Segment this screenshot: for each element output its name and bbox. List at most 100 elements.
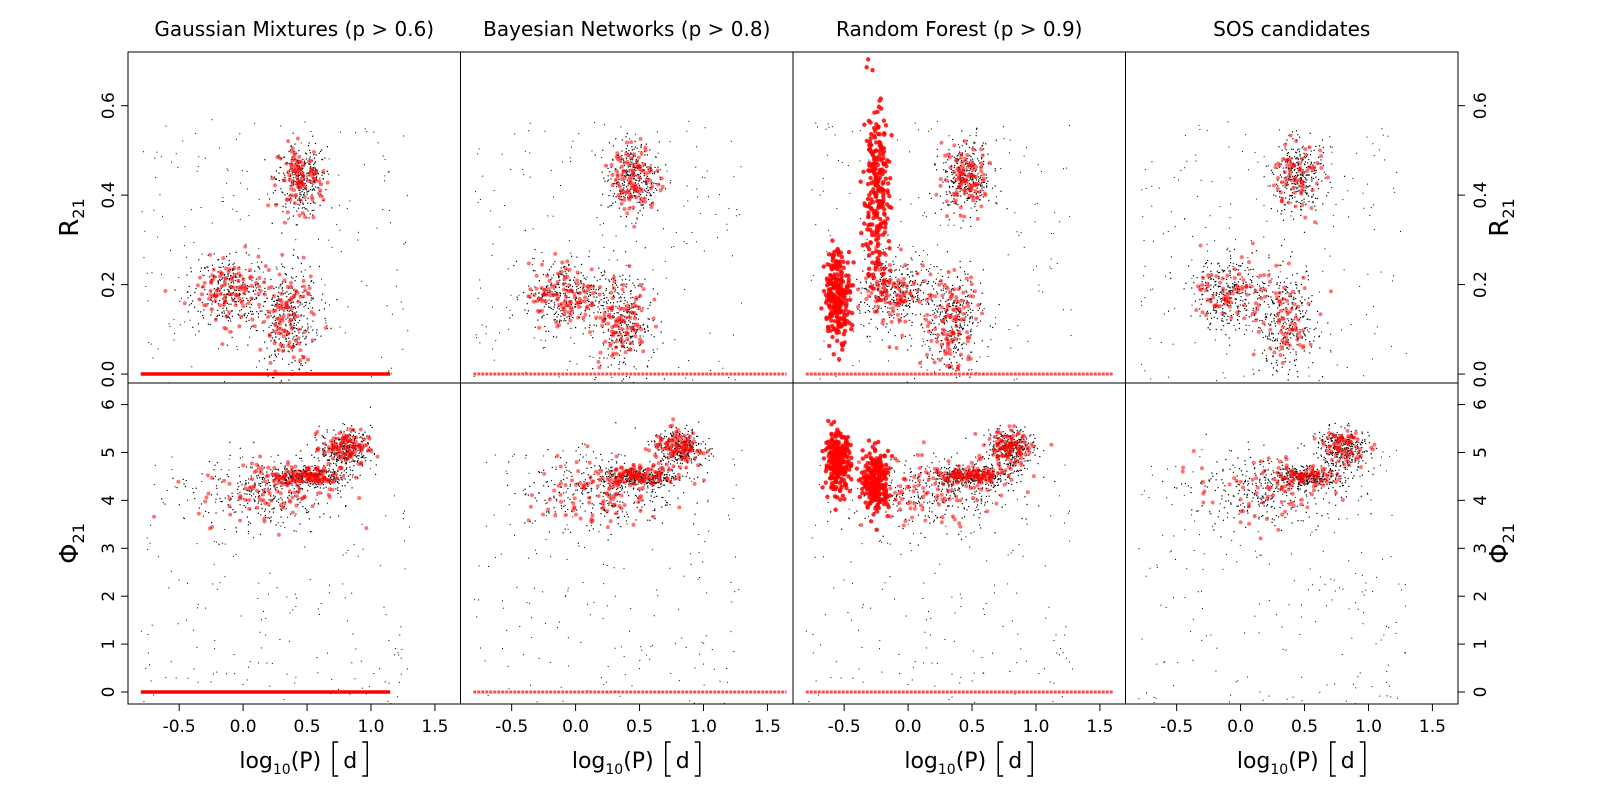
data-point-all	[958, 318, 960, 321]
data-point-all	[252, 286, 255, 288]
data-point-all	[974, 142, 976, 144]
data-point-all	[576, 285, 578, 288]
data-point-all	[143, 257, 145, 259]
data-point-all	[247, 291, 249, 293]
data-point-selected	[937, 282, 942, 287]
data-point-all	[703, 250, 705, 252]
data-point-all	[852, 365, 854, 367]
data-point-all	[344, 332, 346, 334]
data-point-all	[915, 251, 917, 253]
data-point-all	[587, 298, 589, 300]
data-point-all	[616, 186, 618, 188]
data-point-selected	[928, 272, 933, 277]
data-point-selected	[947, 155, 952, 160]
data-point-all	[836, 271, 838, 273]
data-point-all	[305, 337, 307, 339]
data-point-selected	[639, 187, 644, 192]
data-point-all	[577, 293, 579, 295]
data-point-all	[967, 324, 969, 326]
data-point-selected	[835, 338, 840, 344]
data-point-all	[976, 325, 978, 327]
data-point-all	[313, 189, 316, 191]
data-point-all	[906, 381, 908, 383]
data-point-all	[300, 328, 302, 330]
data-point-selected	[631, 170, 636, 175]
data-point-all	[652, 319, 654, 322]
data-point-selected	[874, 294, 879, 299]
data-point-all	[586, 287, 588, 289]
data-point-selected	[210, 273, 215, 278]
data-point-all	[311, 185, 313, 187]
data-point-all	[640, 151, 642, 153]
data-point-all	[250, 326, 253, 328]
data-point-selected	[981, 178, 986, 183]
data-point-all	[338, 174, 340, 176]
data-point-all	[187, 297, 189, 299]
data-point-all	[962, 304, 964, 306]
data-point-all	[589, 324, 591, 326]
data-point-selected	[880, 321, 885, 326]
data-point-all	[603, 294, 605, 296]
data-point-all	[648, 192, 650, 194]
data-point-selected	[873, 140, 879, 145]
data-point-selected	[279, 291, 284, 296]
data-point-all	[280, 380, 283, 382]
data-point-all	[211, 303, 213, 305]
data-point-all	[1309, 352, 1311, 354]
data-point-selected	[965, 330, 970, 335]
data-point-all	[622, 378, 625, 380]
data-point-selected	[980, 311, 985, 316]
data-point-all	[542, 273, 545, 276]
data-point-selected	[243, 288, 248, 293]
data-point-all	[148, 342, 150, 344]
data-point-all	[272, 337, 274, 339]
data-point-all	[298, 361, 301, 363]
data-point-all	[939, 195, 942, 197]
data-point-selected	[904, 289, 909, 294]
data-point-all	[1300, 173, 1302, 175]
data-point-selected	[869, 229, 875, 235]
data-point-selected	[298, 358, 303, 363]
data-point-all	[1034, 221, 1036, 223]
data-point-all	[643, 328, 646, 330]
data-point-selected	[636, 155, 641, 160]
data-point-all	[889, 307, 891, 310]
data-point-all	[900, 285, 902, 288]
data-point-all	[637, 328, 639, 331]
data-point-all	[245, 269, 247, 271]
data-point-all	[1207, 277, 1209, 279]
data-point-all	[307, 197, 309, 199]
data-point-all	[947, 224, 949, 226]
data-point-all	[216, 315, 218, 318]
data-point-all	[638, 151, 640, 153]
data-point-all	[302, 203, 304, 205]
data-point-selected	[585, 304, 590, 309]
data-point-selected	[227, 310, 232, 315]
data-point-all	[927, 254, 929, 256]
data-point-all	[879, 278, 881, 280]
data-point-all	[975, 135, 977, 137]
data-point-selected	[883, 300, 888, 305]
data-point-all	[1239, 265, 1241, 267]
data-point-all	[570, 255, 573, 257]
data-point-all	[1212, 307, 1215, 309]
data-point-all	[867, 276, 869, 278]
data-point-all	[632, 343, 634, 345]
data-point-all	[633, 366, 635, 368]
data-point-selected	[866, 289, 871, 294]
data-point-selected	[880, 152, 886, 157]
data-point-all	[225, 255, 228, 258]
data-point-all	[588, 327, 590, 329]
data-point-all	[657, 152, 659, 154]
data-point-all	[234, 279, 236, 282]
data-point-selected	[273, 203, 278, 208]
data-point-all	[563, 318, 566, 320]
data-point-selected	[619, 172, 624, 177]
data-point-all	[645, 187, 648, 190]
data-point-all	[647, 366, 649, 368]
data-point-selected	[615, 151, 620, 156]
data-point-all	[963, 321, 965, 323]
data-point-all	[203, 309, 205, 311]
data-point-selected	[958, 183, 963, 188]
data-point-all	[153, 209, 155, 211]
